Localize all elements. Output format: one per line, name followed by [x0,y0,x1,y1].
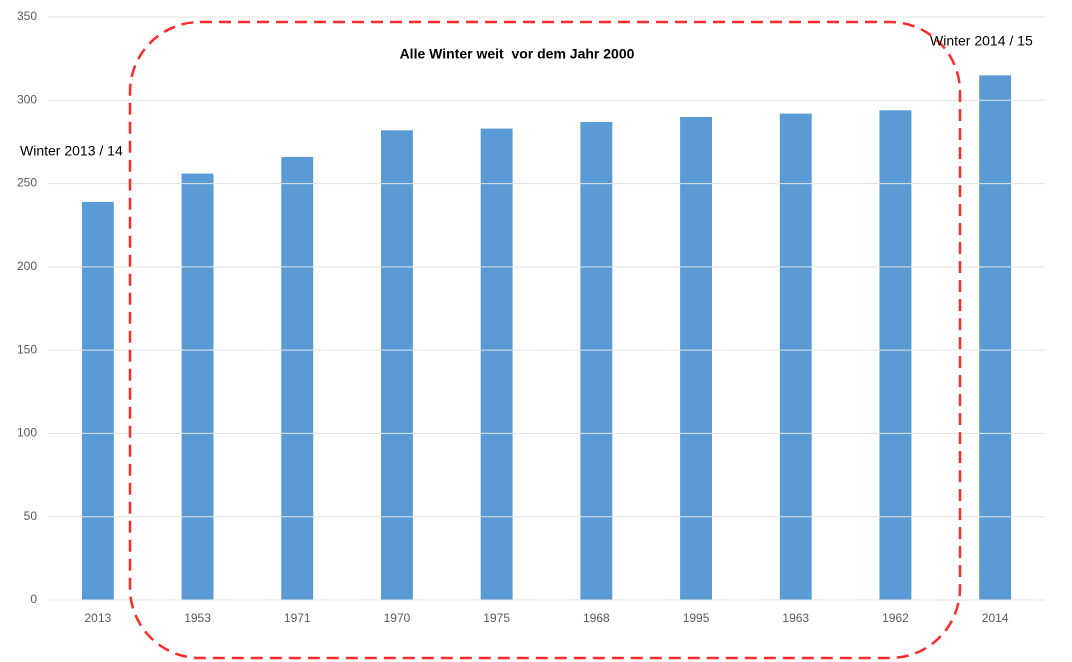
annotation: Winter 2013 / 14 [20,143,123,159]
y-tick-label: 200 [17,259,37,273]
x-tick-label: 1962 [882,611,909,625]
bar [879,110,912,600]
bar [779,113,812,601]
y-tick-label: 100 [17,426,37,440]
y-tick-label: 250 [17,176,37,190]
bar [580,121,613,600]
bar [181,173,214,600]
x-tick-label: 2013 [84,611,111,625]
x-tick-label: 2014 [982,611,1009,625]
bar [979,75,1012,601]
x-tick-label: 1995 [683,611,710,625]
y-tick-label: 50 [24,509,38,523]
highlight-frame [128,20,962,660]
bar [81,201,114,600]
bar [380,130,413,601]
bar [281,156,314,601]
y-tick-label: 150 [17,342,37,356]
x-tick-label: 1975 [483,611,510,625]
x-tick-label: 1968 [583,611,610,625]
x-tick-label: 1970 [384,611,411,625]
annotation: Alle Winter weit vor dem Jahr 2000 [400,46,635,62]
y-tick-label: 300 [17,92,37,106]
y-tick-label: 0 [30,592,37,606]
x-tick-label: 1953 [184,611,211,625]
bar [680,116,713,600]
annotation: Winter 2014 / 15 [930,33,1033,49]
y-tick-label: 350 [17,9,37,23]
x-tick-label: 1963 [782,611,809,625]
x-tick-label: 1971 [284,611,311,625]
bar [480,128,513,601]
